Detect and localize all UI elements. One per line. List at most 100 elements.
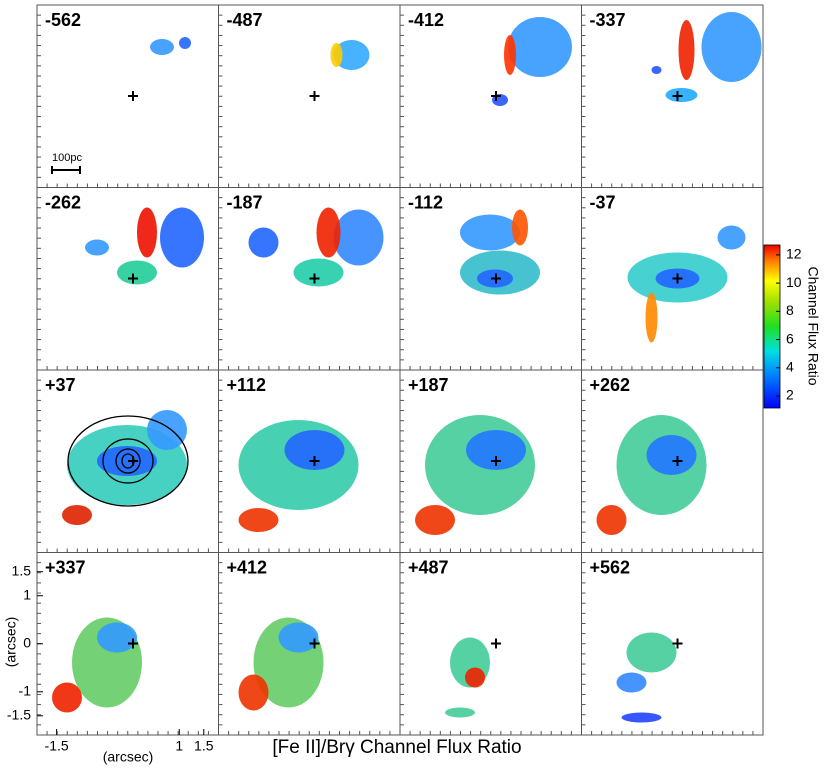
- x-tick-label: 1.5: [194, 738, 214, 754]
- emission-region: [646, 435, 697, 475]
- contour: [121, 453, 135, 469]
- panel-label: -412: [408, 10, 444, 30]
- channel-panel: +412: [218, 552, 401, 736]
- panel-frame: [218, 4, 401, 188]
- emission-region: [651, 66, 662, 74]
- nucleus-marker: [309, 456, 320, 466]
- emission-region: [701, 12, 762, 82]
- channel-panel: -487: [218, 4, 401, 188]
- scale-bar: [51, 166, 81, 174]
- emission-region: [616, 672, 647, 693]
- colorbar-tick-label: 12: [786, 246, 802, 262]
- channel-panel: +112: [218, 369, 401, 553]
- colorbar-tick-label: 4: [786, 358, 794, 374]
- emission-region: [645, 292, 658, 343]
- emission-region: [238, 508, 279, 532]
- emission-region: [160, 207, 204, 268]
- emission-region: [460, 214, 520, 251]
- channel-panel: +37: [36, 369, 219, 553]
- colorbar: [763, 244, 781, 409]
- colorbar-tick-label: 2: [786, 387, 794, 403]
- x-tick-label: 1: [175, 738, 183, 754]
- emission-region: [504, 35, 516, 75]
- y-tick-label: 1: [23, 586, 31, 602]
- emission-region: [293, 258, 344, 287]
- emission-region: [147, 410, 187, 450]
- colorbar-title: Channel Flux Ratio: [805, 266, 821, 385]
- channel-panel: +337: [36, 552, 219, 736]
- nucleus-marker: [128, 638, 138, 649]
- contour: [102, 438, 154, 484]
- panel-label: -262: [45, 192, 81, 212]
- y-axis-label: (arcsec): [3, 617, 19, 668]
- panel-label: +112: [227, 375, 267, 395]
- emission-region: [238, 674, 269, 711]
- emission-region: [512, 209, 528, 246]
- emission-region: [678, 20, 695, 80]
- emission-region: [316, 207, 341, 258]
- channel-panel: +262: [581, 369, 764, 553]
- panel-label: +337: [45, 557, 86, 577]
- emission-region: [278, 622, 319, 653]
- emission-region: [596, 505, 627, 535]
- emission-region: [137, 207, 157, 258]
- channel-panel: -187: [218, 187, 401, 371]
- emission-region: [415, 505, 455, 535]
- y-tick-label: -1.5: [7, 706, 31, 722]
- channel-panel: -37: [581, 187, 764, 371]
- panel-label: +562: [590, 557, 631, 577]
- panel-label: -187: [227, 192, 263, 212]
- channel-panel: -112: [399, 187, 582, 371]
- nucleus-marker: [309, 273, 320, 284]
- scale-bar-label: 100pc: [52, 152, 82, 164]
- nucleus-marker: [491, 91, 501, 101]
- contour: [67, 415, 189, 507]
- emission-region: [466, 430, 526, 470]
- panel-label: +487: [408, 557, 449, 577]
- emission-region: [333, 40, 370, 70]
- channel-panel: -337: [581, 4, 764, 188]
- emission-region: [330, 43, 343, 67]
- emission-region: [179, 37, 191, 49]
- emission-region: [52, 682, 82, 713]
- y-tick-label: -1: [19, 682, 32, 698]
- channel-panel: +487: [399, 552, 582, 736]
- colorbar-tick-label: 8: [786, 302, 794, 318]
- emission-region: [465, 667, 485, 688]
- emission-region: [333, 209, 384, 266]
- emission-region: [445, 707, 475, 718]
- emission-region: [717, 225, 746, 250]
- panel-frame: [399, 552, 582, 736]
- emission-region: [85, 239, 109, 256]
- nucleus-marker: [128, 273, 138, 284]
- channel-panel: -412: [399, 4, 582, 188]
- channel-panel: +562: [581, 552, 764, 736]
- colorbar-tick-label: 10: [786, 274, 802, 290]
- emission-region: [284, 430, 345, 470]
- nucleus-marker: [309, 91, 320, 101]
- panel-label: +412: [227, 557, 268, 577]
- nucleus-marker: [309, 638, 320, 649]
- panel-label: -562: [45, 10, 81, 30]
- x-axis-label: (arcsec): [103, 749, 154, 765]
- nucleus-marker: [491, 638, 501, 649]
- y-tick-label: 0: [23, 634, 31, 650]
- nucleus-marker: [672, 456, 683, 466]
- channel-panel: -262: [36, 187, 219, 371]
- contour: [115, 448, 141, 474]
- panel-label: +262: [590, 375, 631, 395]
- nucleus-marker: [672, 91, 683, 101]
- emission-region: [508, 17, 572, 77]
- y-tick-label: 1.5: [12, 562, 32, 578]
- panel-grid: -562 -487 -412 -337 -262 -187 -112 -37 +37 +112 +1…: [36, 4, 764, 736]
- emission-region: [97, 446, 157, 476]
- colorbar-tick-label: 6: [786, 330, 794, 346]
- nucleus-marker: [491, 456, 501, 466]
- nucleus-marker: [491, 273, 501, 284]
- emission-region: [621, 712, 662, 723]
- x-tick-label: -1.5: [45, 738, 69, 754]
- emission-region: [62, 505, 92, 525]
- panel-label: -37: [590, 192, 616, 212]
- emission-region: [248, 227, 279, 258]
